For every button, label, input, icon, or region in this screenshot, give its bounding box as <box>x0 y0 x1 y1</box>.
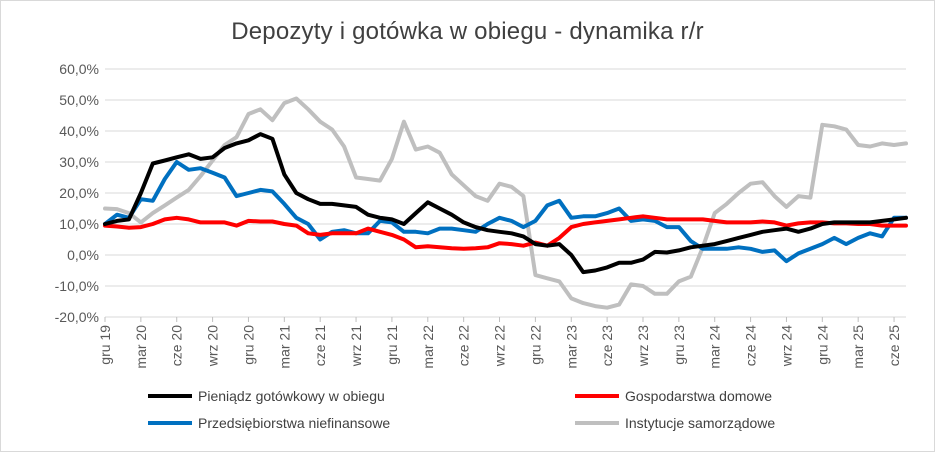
y-tick-label: -10,0% <box>55 278 99 294</box>
legend-item-households: Gospodarstwa domowe <box>575 386 772 406</box>
x-tick-label: cze 24 <box>743 325 759 366</box>
series-line-instytucje-samorzadowe <box>103 96 908 310</box>
series-line-gospodarstwa-domowe <box>103 214 908 251</box>
x-tick-label: cze 23 <box>599 325 615 366</box>
x-tick-label: cze 25 <box>886 325 902 366</box>
x-tick-label: gru 21 <box>384 325 400 365</box>
series-lines <box>103 96 908 310</box>
legend-swatch-households <box>575 394 619 398</box>
y-tick-label: 10,0% <box>59 216 99 232</box>
y-tick-label: -20,0% <box>55 309 99 325</box>
legend-item-enterprises: Przedsiębiorstwa niefinansowe <box>148 413 390 433</box>
x-tick-label: wrz 22 <box>492 325 508 367</box>
x-tick-label: wrz 23 <box>635 325 651 367</box>
x-tick-label: cze 22 <box>456 325 472 366</box>
y-tick-label: 20,0% <box>59 185 99 201</box>
x-axis-ticks: gru 19 mar 20 cze 20 wrz 20 gru 20 mar 21 cze … <box>97 317 902 369</box>
y-tick-label: 40,0% <box>59 123 99 139</box>
x-tick-label: wrz 21 <box>348 325 364 367</box>
legend-label-local-gov: Instytucje samorządowe <box>625 415 776 431</box>
y-tick-label: 60,0% <box>59 61 99 77</box>
series-line-pieniadz-gotowkowy-w-obiegu <box>103 132 908 275</box>
x-tick-label: mar 24 <box>707 325 723 369</box>
y-tick-label: 50,0% <box>59 92 99 108</box>
y-tick-label: 0,0% <box>67 247 99 263</box>
legend-swatch-cash <box>148 394 192 398</box>
x-tick-label: gru 24 <box>814 325 830 365</box>
series-line-przedsiebiorstwa-niefinansowe <box>103 160 908 264</box>
x-tick-label: cze 21 <box>312 325 328 366</box>
x-tick-label: gru 20 <box>240 325 256 365</box>
x-tick-label: wrz 20 <box>205 325 221 367</box>
legend-item-cash: Pieniądz gotówkowy w obiegu <box>148 386 385 406</box>
x-tick-label: gru 23 <box>671 325 687 365</box>
x-tick-label: gru 19 <box>97 325 113 365</box>
legend-item-local-gov: Instytucje samorządowe <box>575 413 775 433</box>
legend-label-households: Gospodarstwa domowe <box>625 388 773 404</box>
legend-label-enterprises: Przedsiębiorstwa niefinansowe <box>198 415 391 431</box>
x-tick-label: mar 25 <box>850 325 866 369</box>
x-tick-label: mar 20 <box>133 325 149 369</box>
y-axis-ticks: -20,0% -10,0% 0,0% 10,0% 20,0% 30,0% 40,0% 50,0… <box>55 61 99 325</box>
y-tick-label: 30,0% <box>59 154 99 170</box>
x-tick-label: mar 23 <box>563 325 579 369</box>
x-tick-label: gru 22 <box>527 325 543 365</box>
legend-swatch-enterprises <box>148 421 192 425</box>
x-tick-label: mar 21 <box>276 325 292 369</box>
gridlines <box>105 68 906 318</box>
x-tick-label: cze 20 <box>169 325 185 366</box>
chart-title: Depozyty i gotówka w obiegu - dynamika r… <box>231 18 704 45</box>
legend-label-cash: Pieniądz gotówkowy w obiegu <box>198 388 385 404</box>
legend-swatch-local-gov <box>575 421 619 425</box>
x-tick-label: mar 22 <box>420 325 436 369</box>
x-tick-label: wrz 24 <box>778 325 794 367</box>
